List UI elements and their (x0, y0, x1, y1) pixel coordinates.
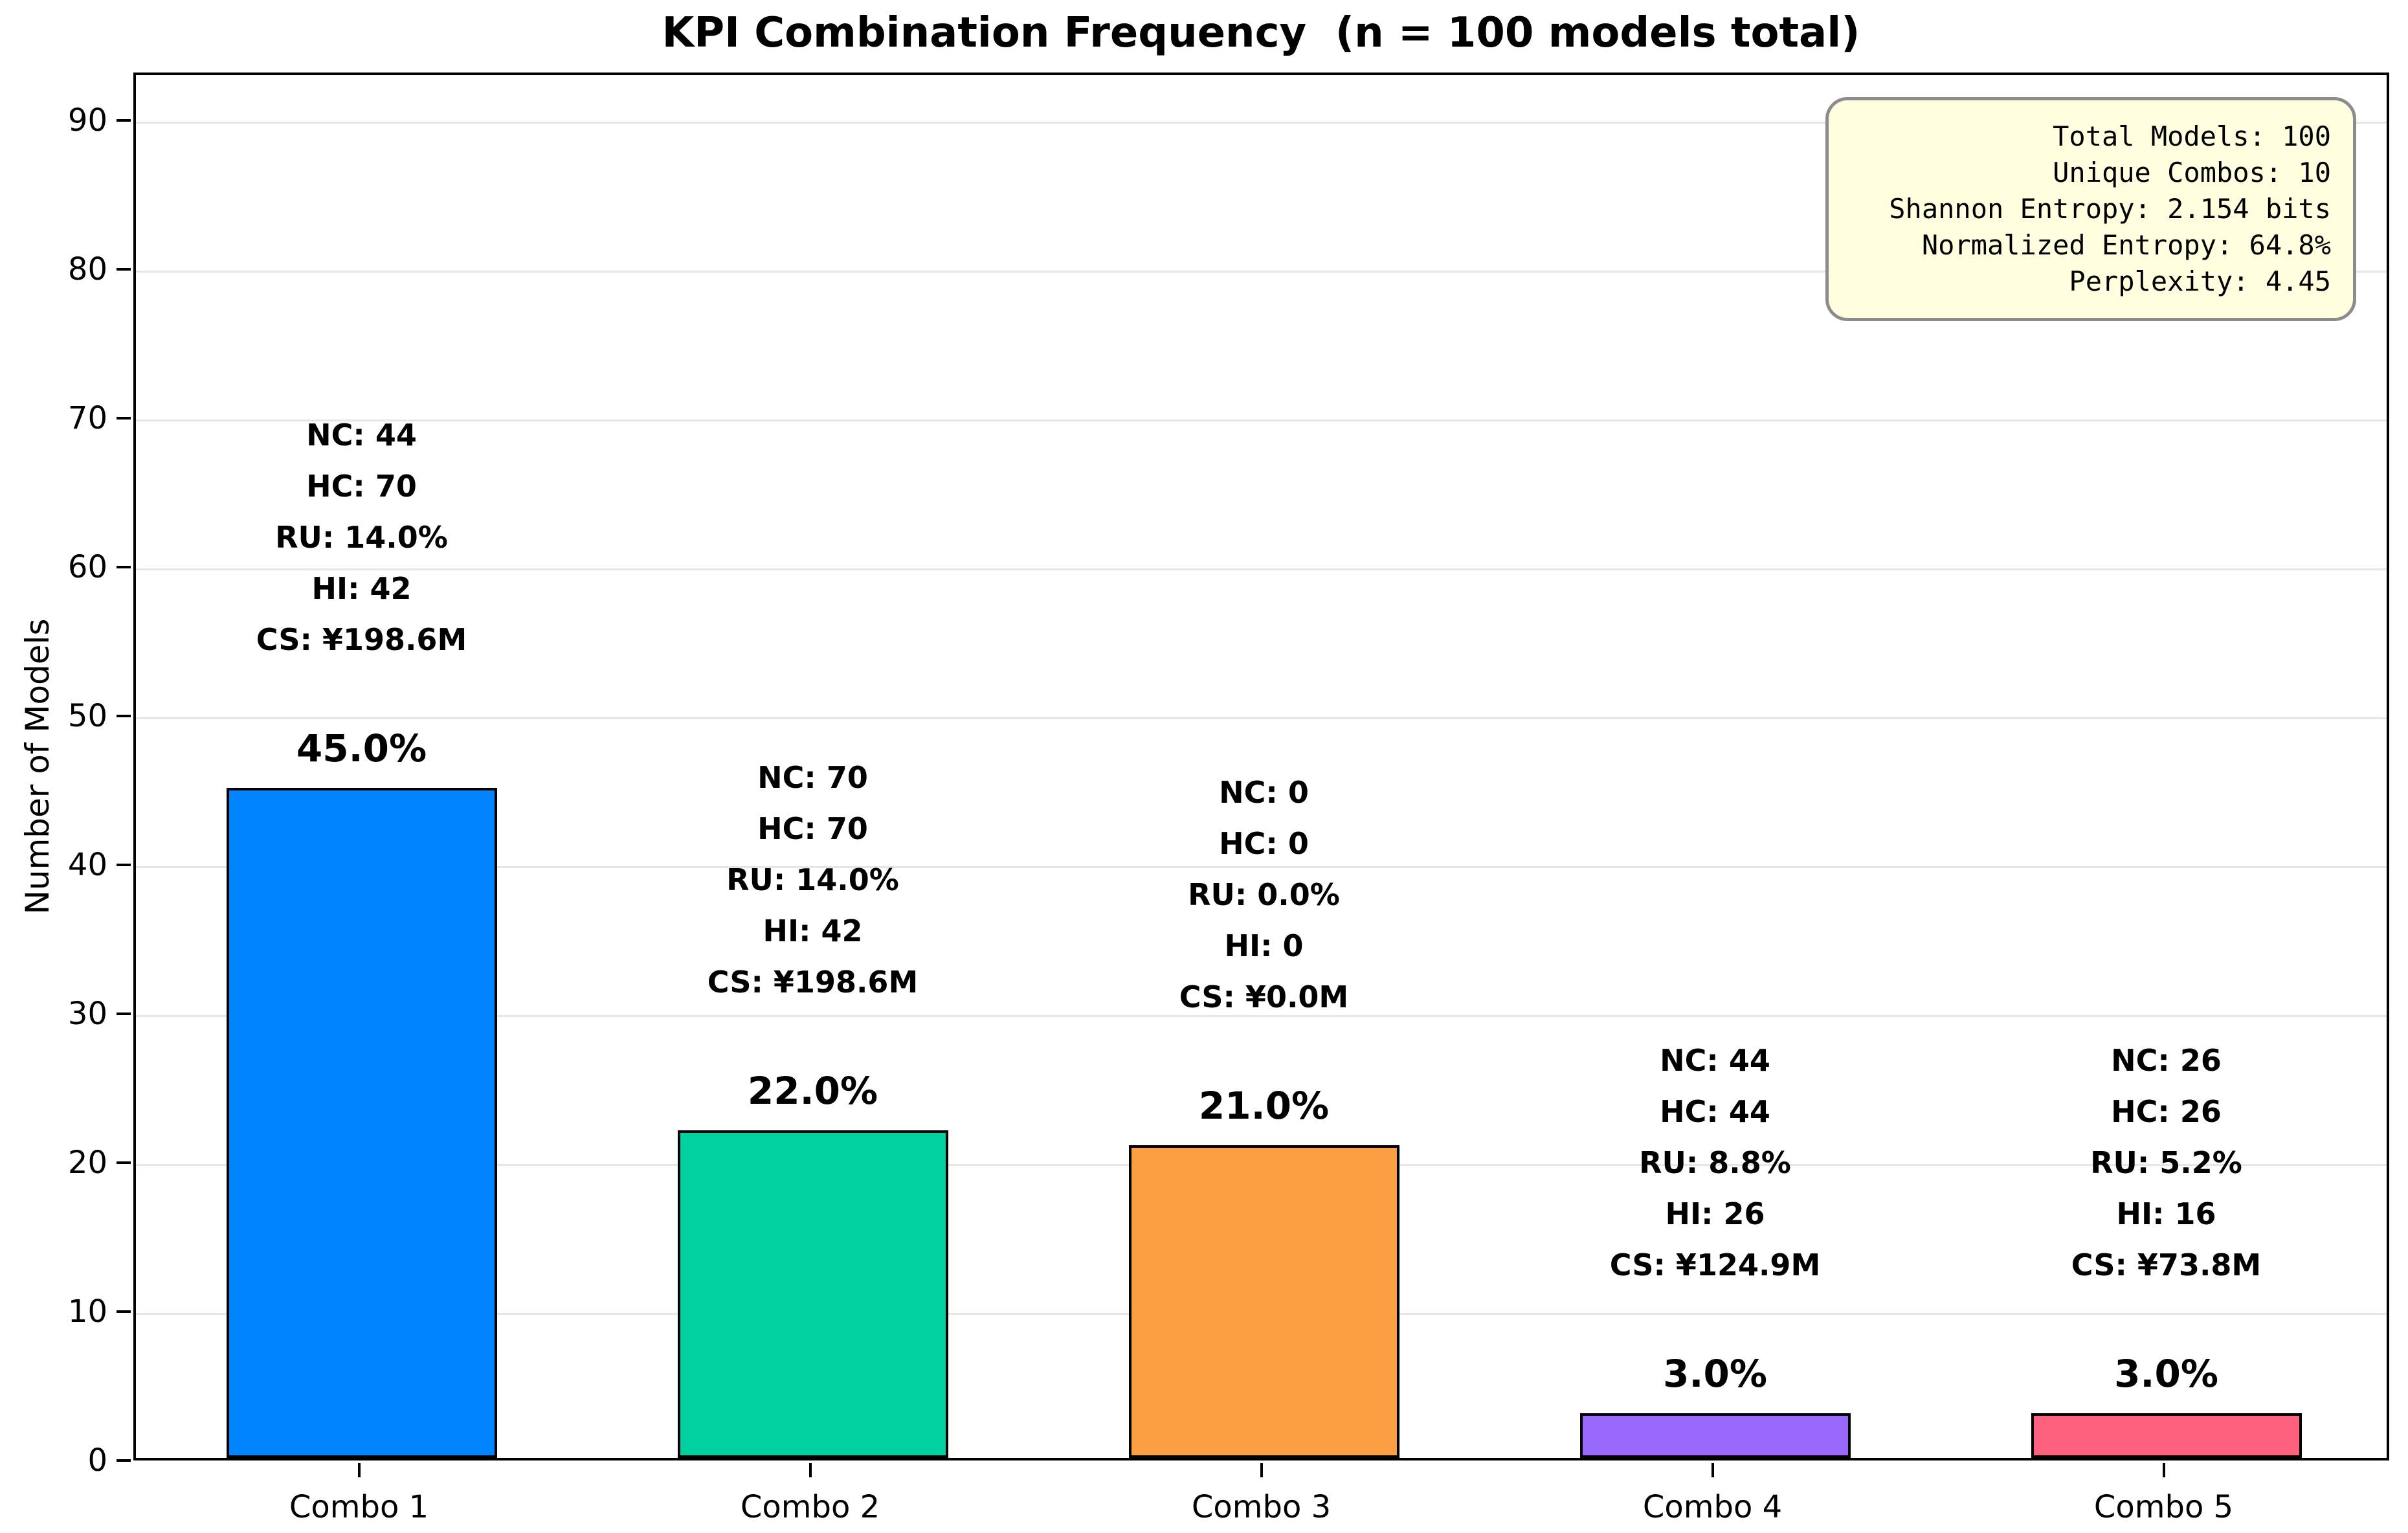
stats-line-perplexity: Perplexity: 4.45 (2069, 265, 2331, 297)
annotation-line: RU: 0.0% (1188, 877, 1340, 912)
annotation-line: NC: 26 (2111, 1043, 2222, 1078)
annotation-line: RU: 14.0% (726, 862, 899, 897)
stats-line-unique-combos: Unique Combos: 10 (2053, 157, 2331, 188)
annotation-line: HC: 44 (1660, 1094, 1770, 1129)
bar-annotation: NC: 0 HC: 0 RU: 0.0% HI: 0 CS: ¥0.0M (1179, 767, 1348, 1023)
y-tick-mark (117, 417, 131, 420)
x-tick-label: Combo 3 (1191, 1489, 1332, 1525)
x-tick-mark (357, 1463, 361, 1477)
x-tick-label: Combo 1 (289, 1489, 429, 1525)
y-axis-label: Number of Models (19, 618, 56, 915)
annotation-line: CS: ¥0.0M (1179, 979, 1349, 1014)
bar-percent-label: 3.0% (2114, 1352, 2218, 1396)
annotation-line: HI: 16 (2116, 1196, 2216, 1231)
bar-combo-1 (226, 788, 497, 1458)
bar-annotation: NC: 26 HC: 26 RU: 5.2% HI: 16 CS: ¥73.8M (2071, 1035, 2261, 1291)
y-tick-mark (117, 268, 131, 271)
y-tick-label: 50 (67, 698, 107, 734)
gridline (136, 568, 2387, 570)
y-tick-label: 60 (67, 549, 107, 585)
annotation-line: CS: ¥124.9M (1609, 1248, 1821, 1282)
y-tick-mark (117, 1310, 131, 1313)
gridline (136, 122, 2387, 124)
bar-combo-4 (1579, 1413, 1851, 1458)
gridline (136, 271, 2387, 273)
y-tick-label: 30 (67, 996, 107, 1032)
y-tick-mark (117, 715, 131, 717)
gridline (136, 866, 2387, 868)
y-tick-label: 70 (67, 400, 107, 436)
bar-percent-label: 45.0% (296, 726, 427, 770)
x-tick-mark (1711, 1463, 1714, 1477)
y-tick-label: 40 (67, 847, 107, 883)
bar-combo-2 (677, 1130, 948, 1458)
stats-line-normalized-entropy: Normalized Entropy: 64.8% (1921, 229, 2331, 261)
x-tick-mark (2162, 1463, 2165, 1477)
stats-box: Total Models: 100 Unique Combos: 10 Shan… (1825, 97, 2356, 321)
annotation-line: HC: 70 (306, 469, 417, 504)
y-tick-label: 20 (67, 1145, 107, 1181)
annotation-line: NC: 70 (757, 760, 868, 795)
y-tick-label: 10 (67, 1293, 107, 1330)
x-tick-mark (808, 1463, 812, 1477)
y-tick-mark (117, 1459, 131, 1462)
bar-annotation: NC: 70 HC: 70 RU: 14.0% HI: 42 CS: ¥198.6M (708, 752, 918, 1008)
bar-annotation: NC: 44 HC: 70 RU: 14.0% HI: 42 CS: ¥198.6M (256, 410, 467, 666)
annotation-line: HI: 42 (311, 571, 412, 606)
bar-percent-label: 3.0% (1663, 1352, 1767, 1396)
annotation-line: RU: 5.2% (2090, 1145, 2242, 1180)
annotation-line: RU: 8.8% (1639, 1145, 1791, 1180)
stats-line-shannon-entropy: Shannon Entropy: 2.154 bits (1889, 193, 2331, 225)
annotation-line: NC: 44 (1660, 1043, 1770, 1078)
gridline (136, 420, 2387, 421)
annotation-line: CS: ¥73.8M (2071, 1248, 2262, 1282)
stats-line-total-models: Total Models: 100 (2053, 120, 2331, 152)
bar-percent-label: 22.0% (747, 1069, 878, 1113)
annotation-line: HC: 26 (2111, 1094, 2222, 1129)
gridline (136, 1015, 2387, 1017)
annotation-line: HC: 70 (757, 811, 868, 846)
y-tick-label: 80 (67, 251, 107, 287)
gridline (136, 717, 2387, 719)
y-tick-mark (117, 119, 131, 122)
annotation-line: RU: 14.0% (275, 520, 448, 555)
y-tick-label: 0 (87, 1442, 107, 1479)
x-tick-label: Combo 5 (2093, 1489, 2234, 1525)
chart-title: KPI Combination Frequency (n = 100 model… (662, 9, 1860, 57)
annotation-line: HI: 42 (763, 913, 863, 948)
bar-combo-3 (1128, 1145, 1399, 1458)
y-tick-mark (117, 1161, 131, 1164)
annotation-line: NC: 44 (306, 418, 417, 453)
x-tick-label: Combo 4 (1642, 1489, 1783, 1525)
annotation-line: HI: 0 (1224, 928, 1304, 963)
x-tick-label: Combo 2 (740, 1489, 880, 1525)
bar-annotation: NC: 44 HC: 44 RU: 8.8% HI: 26 CS: ¥124.9M (1610, 1035, 1820, 1291)
bar-percent-label: 21.0% (1198, 1084, 1330, 1128)
y-tick-mark (117, 566, 131, 568)
annotation-line: CS: ¥198.6M (256, 622, 467, 657)
annotation-line: CS: ¥198.6M (707, 965, 919, 1000)
annotation-line: NC: 0 (1219, 775, 1309, 810)
bar-combo-5 (2031, 1413, 2302, 1458)
annotation-line: HC: 0 (1219, 826, 1309, 861)
x-tick-mark (1260, 1463, 1263, 1477)
y-tick-label: 90 (67, 102, 107, 139)
annotation-line: HI: 26 (1665, 1196, 1765, 1231)
y-tick-mark (117, 1013, 131, 1015)
y-tick-mark (117, 864, 131, 866)
